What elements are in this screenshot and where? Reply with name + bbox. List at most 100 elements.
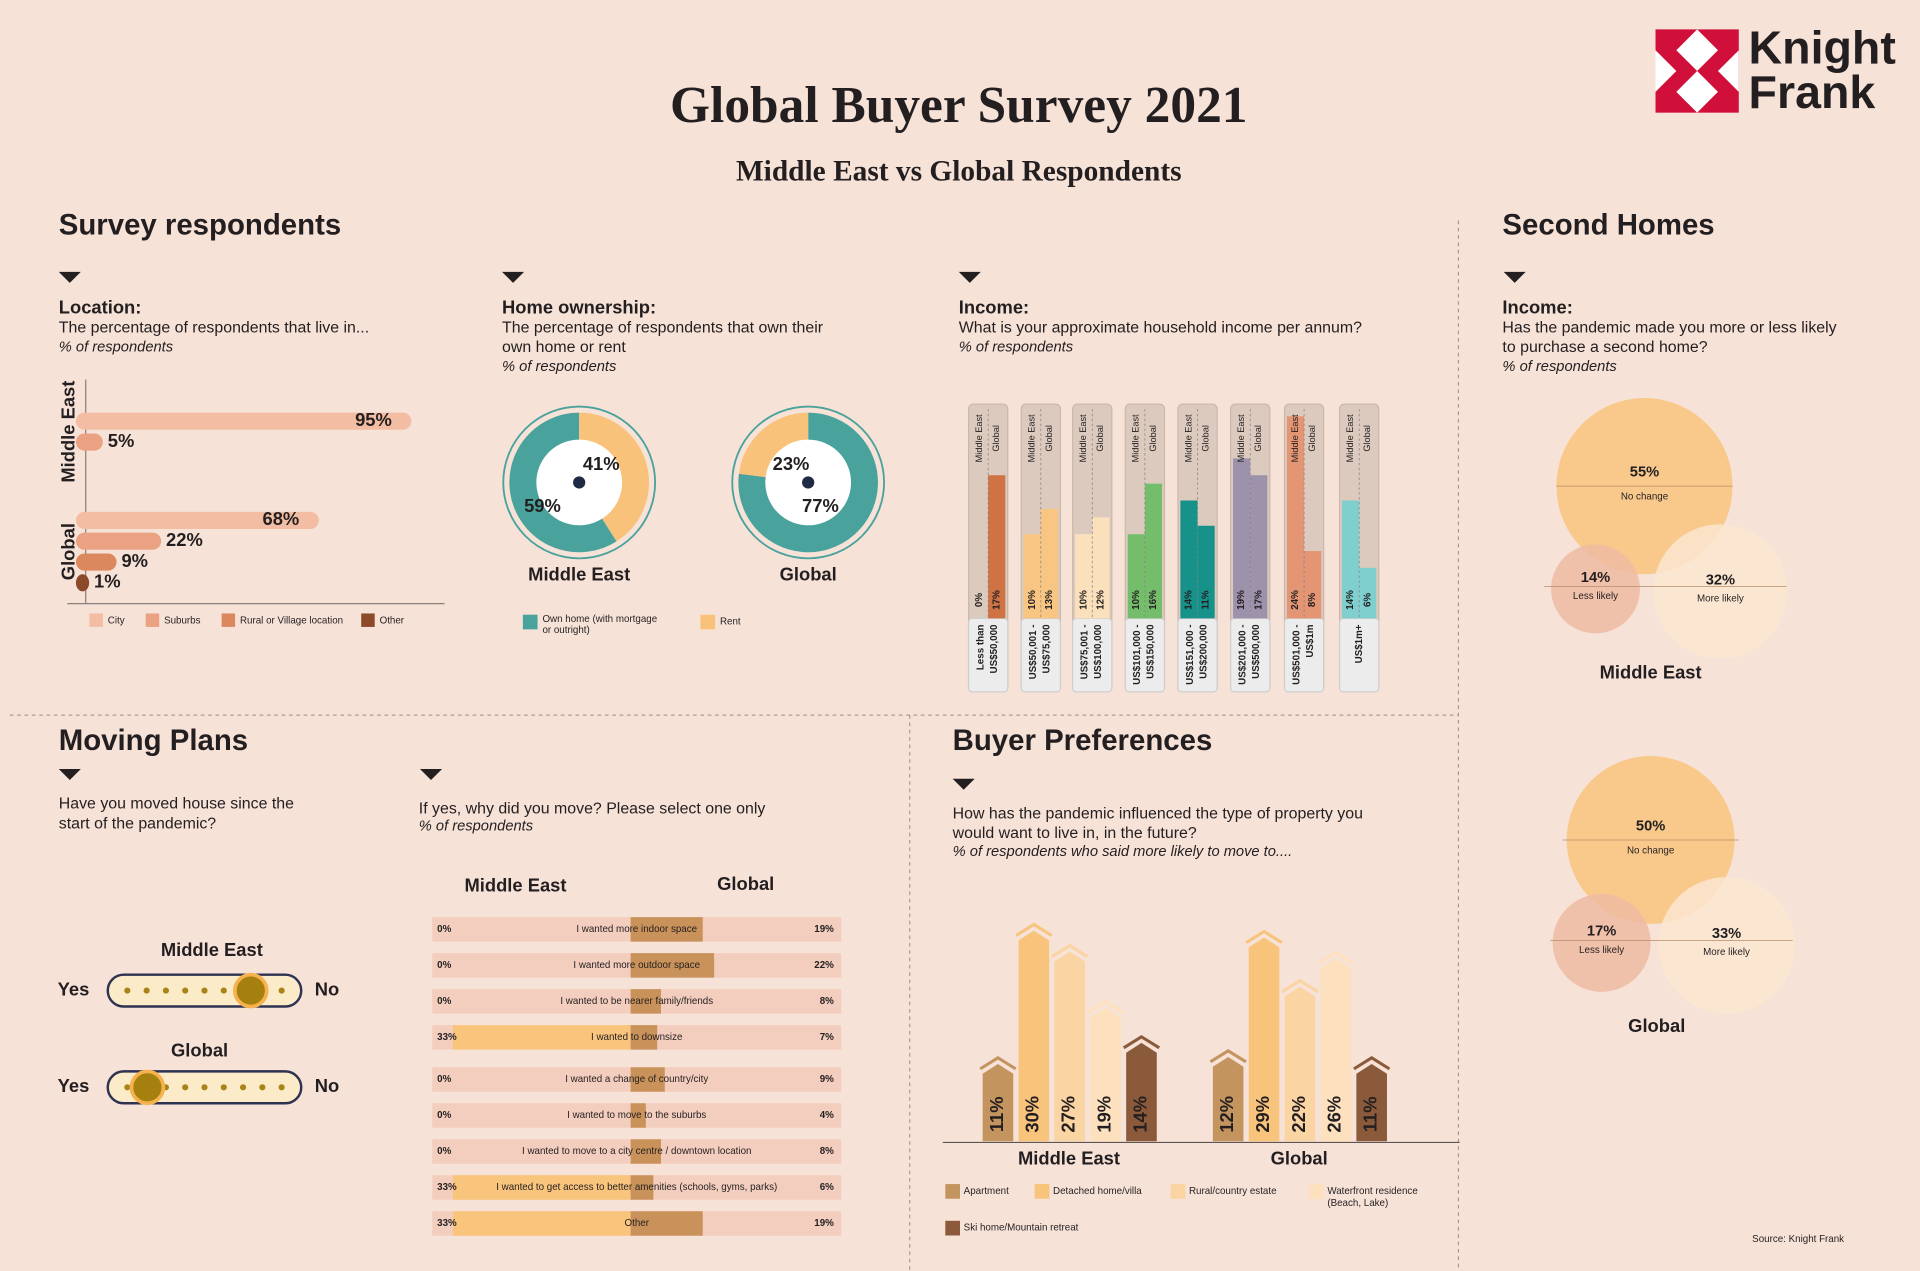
- legend-label: Suburbs: [164, 615, 201, 626]
- section-heading: Survey respondents: [59, 208, 341, 241]
- legend-label: Rent: [720, 617, 741, 628]
- legend-label: or outright): [542, 625, 589, 636]
- category-label: US$201,000 -: [1237, 624, 1248, 684]
- value-label: 23%: [773, 453, 810, 474]
- bar: [1180, 500, 1198, 619]
- category-label: US$1m: [1305, 624, 1316, 657]
- slider-dot: [201, 987, 208, 994]
- bar: [1092, 517, 1110, 619]
- value-label: 33%: [437, 1218, 457, 1229]
- bar: [630, 1067, 665, 1092]
- logo-mark: [1655, 29, 1739, 113]
- series-label: Middle East: [1078, 414, 1088, 462]
- bar: [630, 1139, 661, 1164]
- value-label: 22%: [166, 529, 203, 550]
- bar: [988, 475, 1006, 619]
- legend-label: Detached home/villa: [1053, 1186, 1142, 1197]
- house-bar: [982, 1063, 1014, 1142]
- house-roof: [1245, 929, 1283, 944]
- series-label: Global: [1148, 425, 1158, 452]
- bubble-label: Less likely: [1579, 945, 1624, 956]
- legend-swatch: [1170, 1184, 1186, 1199]
- bar: [1250, 475, 1268, 619]
- value-label: 0%: [437, 1074, 451, 1085]
- legend-label: Rural or Village location: [240, 615, 343, 626]
- house-bar: [1126, 1042, 1157, 1142]
- group-label: Global: [1271, 1147, 1328, 1168]
- donut-segment: [738, 412, 878, 553]
- value-label: 14%: [1581, 570, 1610, 586]
- series-label: Global: [1307, 425, 1317, 452]
- house-bar: [1018, 930, 1050, 1142]
- value-label: 4%: [820, 1110, 834, 1121]
- legend-swatch: [145, 613, 160, 627]
- category-label: US$151,000 -: [1185, 624, 1196, 684]
- value-label: 8%: [820, 996, 834, 1007]
- column-header: Middle East: [464, 874, 566, 895]
- page-title: Global Buyer Survey 2021: [670, 77, 1247, 134]
- category-label: Less than: [975, 624, 986, 670]
- slider-end: No: [315, 1075, 339, 1096]
- value-label: 24%: [1290, 590, 1301, 610]
- bar: [630, 917, 703, 942]
- donut-segment: [738, 412, 809, 478]
- legend-swatch: [361, 613, 375, 627]
- value-label: 10%: [1027, 590, 1038, 610]
- bar: [1304, 551, 1322, 619]
- value-label: 9%: [820, 1074, 834, 1085]
- row-label: I wanted to get access to better ameniti…: [496, 1182, 777, 1193]
- value-label: 33%: [437, 1182, 457, 1193]
- bar: [1127, 534, 1145, 619]
- source: Source: Knight Frank: [1752, 1234, 1844, 1245]
- bar: [1144, 483, 1163, 619]
- bar: [452, 1175, 631, 1200]
- section-marker: [1503, 271, 1526, 283]
- series-label: Global: [1044, 425, 1054, 452]
- value-label: 11%: [1360, 1096, 1381, 1132]
- value-label: 12%: [1216, 1096, 1237, 1133]
- donut-center: [573, 476, 586, 489]
- house-bar: [1248, 937, 1280, 1142]
- house-roof: [1317, 950, 1355, 965]
- value-label: 0%: [974, 593, 985, 607]
- chart-label: Global: [780, 563, 837, 584]
- slider-dot: [143, 987, 150, 994]
- legend-label: Waterfront residence: [1327, 1186, 1417, 1197]
- value-label: 8%: [1307, 593, 1318, 607]
- legend-swatch: [221, 613, 236, 627]
- series-label: Middle East: [1236, 414, 1246, 462]
- house-roof: [1015, 922, 1053, 937]
- chart-title: Income:: [959, 296, 1029, 317]
- value-label: 32%: [1706, 572, 1735, 588]
- slider-knob: [233, 972, 269, 1009]
- bubble-label: Less likely: [1573, 591, 1618, 602]
- bubble-label: More likely: [1697, 593, 1744, 604]
- page-subtitle: Middle East vs Global Respondents: [736, 156, 1182, 188]
- house-bar: [1356, 1063, 1387, 1142]
- bubble-label: No change: [1621, 492, 1668, 503]
- row-label: I wanted to be nearer family/friends: [560, 996, 713, 1007]
- category-label: US$501,000 -: [1291, 624, 1302, 684]
- legend-swatch: [945, 1184, 960, 1199]
- value-label: 0%: [437, 1146, 451, 1157]
- slider-dot: [124, 987, 131, 994]
- bar: [1075, 534, 1093, 619]
- text-line: What is your approximate household incom…: [959, 319, 1362, 336]
- series-label: Middle East: [1183, 414, 1193, 462]
- bar: [1040, 508, 1058, 619]
- value-label: 22%: [814, 960, 834, 971]
- bubble-label: No change: [1627, 846, 1674, 857]
- bar: [452, 1025, 631, 1050]
- section-heading: Buyer Preferences: [953, 724, 1213, 757]
- text-line: Have you moved house since the: [59, 796, 294, 813]
- value-label: 8%: [820, 1146, 834, 1157]
- house-bar: [1320, 958, 1352, 1142]
- value-label: 7%: [820, 1032, 834, 1043]
- value-label: 6%: [1362, 593, 1373, 607]
- value-label: 14%: [1129, 1096, 1150, 1133]
- house-roof: [1051, 943, 1089, 958]
- value-label: 10%: [1131, 590, 1142, 610]
- legend-swatch: [1308, 1184, 1324, 1199]
